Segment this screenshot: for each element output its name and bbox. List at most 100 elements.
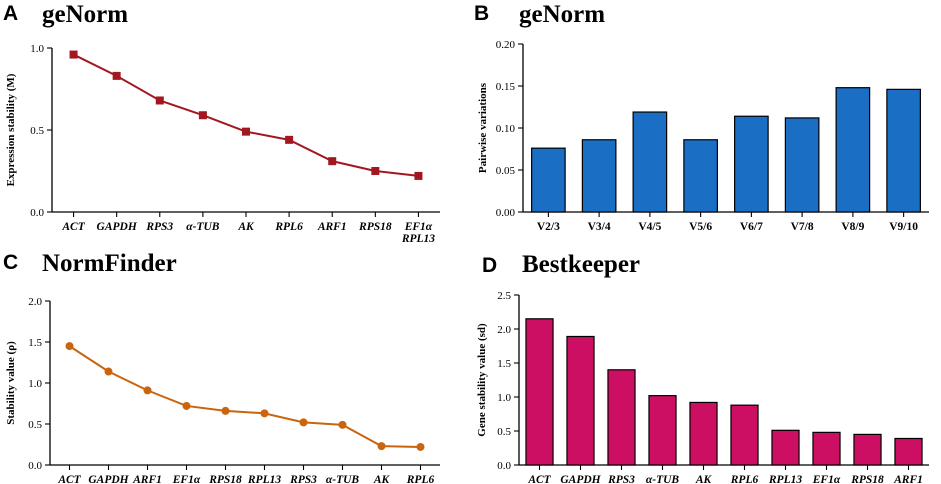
x-tick-label: RPL13 bbox=[247, 474, 281, 484]
y-tick-label: 0.0 bbox=[497, 460, 511, 472]
x-tick-label: EF1α bbox=[812, 474, 841, 484]
data-point bbox=[65, 342, 74, 351]
bar bbox=[730, 404, 759, 466]
bar bbox=[531, 147, 566, 213]
y-tick-label: 0.10 bbox=[496, 123, 516, 135]
x-tick-label: RPS18 bbox=[850, 474, 884, 484]
y-tick-label: 1.5 bbox=[497, 358, 511, 370]
data-point bbox=[155, 96, 164, 105]
data-point bbox=[182, 401, 191, 410]
y-tick-label: 0.15 bbox=[496, 81, 516, 93]
panel-a: A geNorm 0.0 0.5 1.0 ACT GAPDH RPS3 α-TUB AK RPL… bbox=[3, 1, 440, 245]
x-tick-label: AK bbox=[373, 474, 391, 484]
panel-title: geNorm bbox=[42, 1, 128, 28]
data-point bbox=[414, 171, 423, 180]
y-axis-label: Stability value (ρ) bbox=[5, 341, 17, 425]
data-point bbox=[198, 111, 207, 120]
bar bbox=[771, 429, 800, 466]
series-line bbox=[73, 53, 419, 177]
x-tick-label: ARF1 bbox=[132, 474, 162, 484]
bar bbox=[886, 88, 921, 213]
data-point bbox=[260, 409, 269, 418]
bar bbox=[835, 87, 871, 213]
bar bbox=[784, 117, 820, 213]
x-tick-label: V3/4 bbox=[588, 221, 611, 233]
bar bbox=[525, 318, 554, 466]
x-tick-label: V9/10 bbox=[889, 221, 918, 233]
data-point bbox=[371, 167, 380, 175]
panel-title: geNorm bbox=[519, 1, 605, 28]
y-tick-label: 2.0 bbox=[497, 324, 511, 336]
x-tick-label: RPL6 bbox=[730, 474, 759, 484]
bar bbox=[607, 369, 636, 466]
y-tick-label: 0.05 bbox=[496, 165, 516, 177]
y-tick-label: 2.5 bbox=[497, 290, 511, 302]
y-tick-label: 0.5 bbox=[30, 125, 44, 137]
x-tick-label: α-TUB bbox=[186, 221, 220, 233]
x-tick-label: AK bbox=[237, 221, 255, 233]
x-tick-label: RPS3 bbox=[607, 474, 635, 484]
data-point bbox=[69, 50, 78, 59]
panel-letter: C bbox=[3, 251, 18, 274]
series-line bbox=[68, 345, 421, 448]
x-tick-label: RPS3 bbox=[145, 221, 173, 233]
x-tick-label: RPL6 bbox=[274, 221, 303, 233]
y-axis-label: Pairwise variations bbox=[477, 82, 489, 173]
panel-title: NormFinder bbox=[42, 250, 177, 277]
panel-letter: D bbox=[482, 254, 497, 277]
x-tick-label: RPL13 bbox=[768, 474, 802, 484]
x-tick-label: RPS3 bbox=[289, 474, 317, 484]
x-tick-label: α-TUB bbox=[646, 474, 680, 484]
data-point bbox=[416, 442, 425, 451]
data-point bbox=[338, 420, 347, 429]
x-tick-label: ACT bbox=[61, 221, 85, 233]
bar bbox=[683, 139, 718, 213]
bar bbox=[812, 431, 841, 466]
bar bbox=[648, 395, 677, 466]
y-tick-label: 1.5 bbox=[28, 337, 42, 349]
panel-c: C NormFinder 0.0 0.5 1.0 1.5 2.0 ACT GAPDH ARF1… bbox=[3, 250, 440, 484]
y-tick-label: 1.0 bbox=[497, 392, 511, 404]
x-tick-label: ARF1 bbox=[893, 474, 923, 484]
x-tick-label: EF1α RPL13 bbox=[401, 221, 435, 245]
x-tick-label: GAPDH bbox=[560, 474, 601, 484]
y-tick-label: 1.0 bbox=[28, 378, 42, 390]
data-point bbox=[221, 406, 230, 415]
data-point bbox=[285, 135, 294, 144]
data-point bbox=[377, 442, 386, 451]
panel-title: Bestkeeper bbox=[522, 251, 640, 278]
y-tick-label: 0.0 bbox=[28, 460, 42, 472]
x-tick-label: ARF1 bbox=[317, 221, 347, 233]
x-tick-label: AK bbox=[695, 474, 713, 484]
data-point bbox=[299, 418, 308, 427]
x-tick-label: RPS18 bbox=[358, 221, 392, 233]
x-tick-label: ACT bbox=[527, 474, 551, 484]
y-tick-label: 0.5 bbox=[28, 419, 42, 431]
y-tick-label: 2.0 bbox=[28, 296, 42, 308]
x-tick-label: α-TUB bbox=[326, 474, 360, 484]
bar bbox=[853, 433, 882, 466]
panel-d: D Bestkeeper 0.0 0.5 1.0 1.5 2.0 2.5 ACT GAPDH R… bbox=[476, 251, 929, 484]
panel-b: B geNorm 0.00 0.05 0.10 0.15 0.20 V2/3 V3/4 V4/… bbox=[474, 1, 929, 233]
y-tick-label: 0.5 bbox=[497, 426, 511, 438]
x-tick-label: EF1α bbox=[172, 474, 201, 484]
bar bbox=[689, 401, 718, 466]
data-point bbox=[242, 127, 250, 136]
bar bbox=[894, 437, 923, 466]
panel-letter: A bbox=[3, 2, 18, 25]
x-tick-label: ACT bbox=[57, 474, 81, 484]
x-tick-label: RPL6 bbox=[406, 474, 435, 484]
data-point bbox=[112, 71, 121, 80]
x-tick-label: V4/5 bbox=[638, 221, 661, 233]
x-tick-label: GAPDH bbox=[97, 221, 138, 233]
data-point bbox=[104, 367, 113, 376]
x-tick-label: V5/6 bbox=[689, 221, 712, 233]
y-tick-label: 0.20 bbox=[496, 39, 516, 51]
bar bbox=[734, 115, 769, 213]
y-axis-label: Gene stability value (sd) bbox=[476, 323, 488, 437]
x-tick-label: V6/7 bbox=[740, 221, 763, 233]
y-tick-label: 0.0 bbox=[30, 207, 44, 219]
data-point bbox=[143, 386, 152, 395]
bar bbox=[581, 139, 617, 213]
